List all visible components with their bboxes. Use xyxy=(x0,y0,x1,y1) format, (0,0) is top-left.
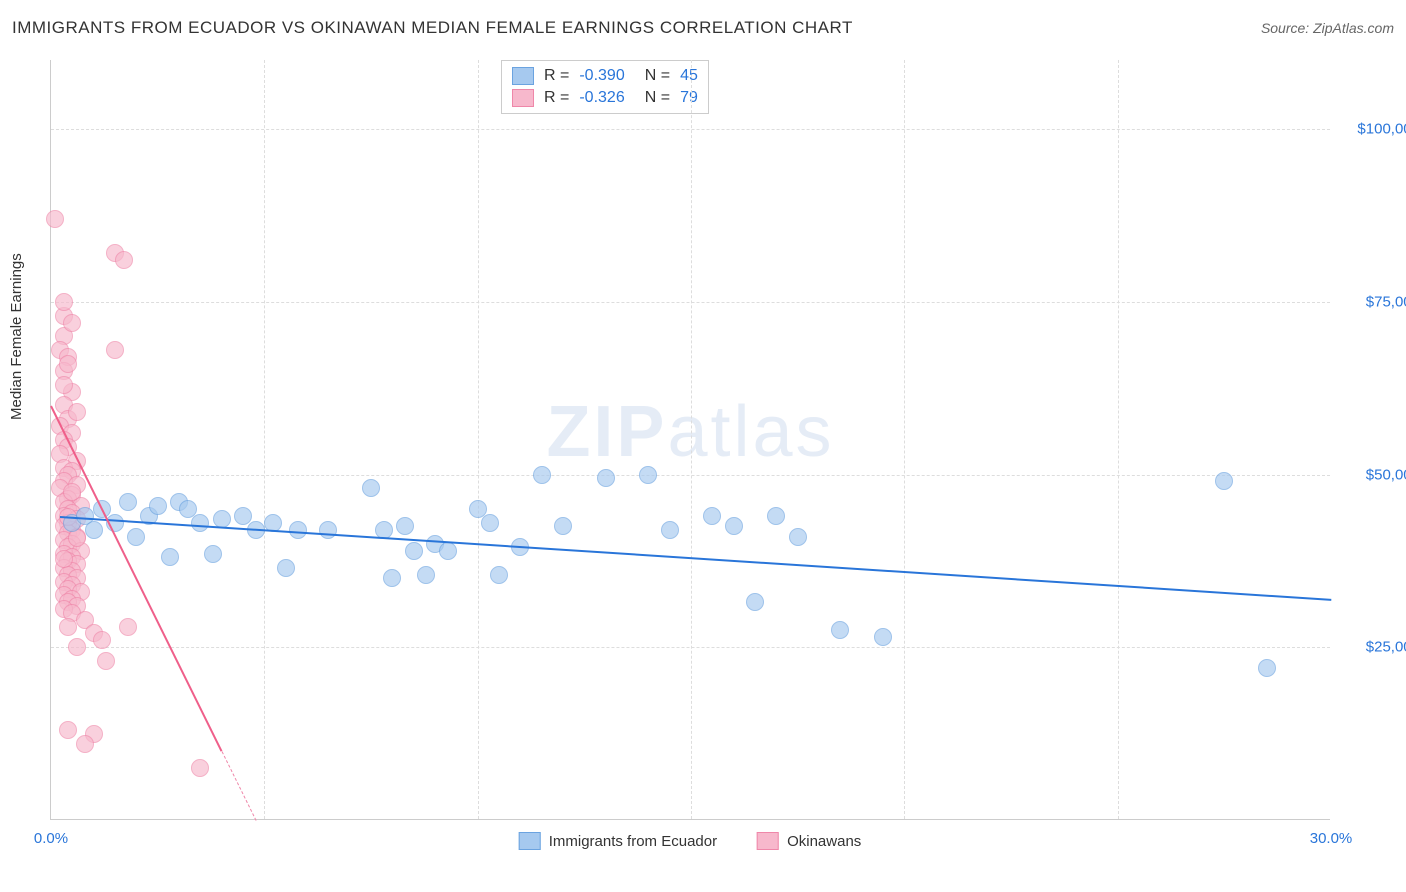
plot-surface: ZIPatlas R = -0.390 N = 45 R = -0.326 N … xyxy=(50,60,1330,820)
y-tick-label: $100,000 xyxy=(1340,121,1406,138)
scatter-point-ecuador xyxy=(789,528,807,546)
scatter-point-ecuador xyxy=(661,521,679,539)
swatch-ecuador xyxy=(512,67,534,85)
chart-plot-area: ZIPatlas R = -0.390 N = 45 R = -0.326 N … xyxy=(50,60,1330,820)
chart-header: IMMIGRANTS FROM ECUADOR VS OKINAWAN MEDI… xyxy=(12,18,1394,38)
x-axis-start-label: 0.0% xyxy=(34,830,68,847)
scatter-point-ecuador xyxy=(874,628,892,646)
stats-row-okinawan: R = -0.326 N = 79 xyxy=(512,87,698,109)
stat-r-okinawan: -0.326 xyxy=(579,89,624,107)
bottom-legend: Immigrants from Ecuador Okinawans xyxy=(519,832,862,850)
scatter-point-ecuador xyxy=(405,542,423,560)
stat-r-ecuador: -0.390 xyxy=(579,67,624,85)
scatter-point-ecuador xyxy=(725,517,743,535)
y-tick-label: $75,000 xyxy=(1340,293,1406,310)
scatter-point-okinawan xyxy=(63,483,81,501)
gridline-vertical xyxy=(478,60,479,819)
scatter-point-okinawan xyxy=(46,210,64,228)
stat-r-label: R = xyxy=(544,89,569,107)
scatter-point-ecuador xyxy=(85,521,103,539)
swatch-ecuador xyxy=(519,832,541,850)
scatter-point-okinawan xyxy=(59,355,77,373)
scatter-point-ecuador xyxy=(703,507,721,525)
scatter-point-okinawan xyxy=(97,652,115,670)
source-prefix: Source: xyxy=(1261,20,1313,36)
stat-n-okinawan: 79 xyxy=(680,89,698,107)
legend-item-ecuador: Immigrants from Ecuador xyxy=(519,832,717,850)
scatter-point-ecuador xyxy=(119,493,137,511)
scatter-point-ecuador xyxy=(383,569,401,587)
scatter-point-okinawan xyxy=(106,341,124,359)
scatter-point-ecuador xyxy=(289,521,307,539)
source-name: ZipAtlas.com xyxy=(1313,20,1394,36)
scatter-point-ecuador xyxy=(533,466,551,484)
scatter-point-ecuador xyxy=(554,517,572,535)
scatter-point-okinawan xyxy=(68,638,86,656)
swatch-okinawan xyxy=(512,89,534,107)
scatter-point-ecuador xyxy=(639,466,657,484)
scatter-point-okinawan xyxy=(119,618,137,636)
scatter-point-ecuador xyxy=(1215,472,1233,490)
scatter-point-ecuador xyxy=(831,621,849,639)
scatter-point-okinawan xyxy=(55,550,73,568)
stat-r-label: R = xyxy=(544,67,569,85)
scatter-point-ecuador xyxy=(490,566,508,584)
gridline-vertical xyxy=(1118,60,1119,819)
scatter-point-ecuador xyxy=(481,514,499,532)
scatter-point-ecuador xyxy=(417,566,435,584)
scatter-point-ecuador xyxy=(362,479,380,497)
legend-label-okinawan: Okinawans xyxy=(787,833,861,850)
stat-n-label: N = xyxy=(645,67,670,85)
scatter-point-ecuador xyxy=(319,521,337,539)
scatter-point-ecuador xyxy=(277,559,295,577)
watermark-atlas: atlas xyxy=(667,391,834,471)
gridline-vertical xyxy=(904,60,905,819)
swatch-okinawan xyxy=(757,832,779,850)
stat-n-label: N = xyxy=(645,89,670,107)
chart-title: IMMIGRANTS FROM ECUADOR VS OKINAWAN MEDI… xyxy=(12,18,853,38)
stats-row-ecuador: R = -0.390 N = 45 xyxy=(512,65,698,87)
scatter-point-ecuador xyxy=(191,514,209,532)
scatter-point-ecuador xyxy=(396,517,414,535)
trend-line-okinawan-dash xyxy=(221,751,256,821)
stats-legend-box: R = -0.390 N = 45 R = -0.326 N = 79 xyxy=(501,60,709,114)
scatter-point-ecuador xyxy=(204,545,222,563)
y-tick-label: $50,000 xyxy=(1340,466,1406,483)
scatter-point-ecuador xyxy=(127,528,145,546)
scatter-point-okinawan xyxy=(55,376,73,394)
scatter-point-ecuador xyxy=(149,497,167,515)
scatter-point-ecuador xyxy=(746,593,764,611)
scatter-point-okinawan xyxy=(76,735,94,753)
scatter-point-ecuador xyxy=(1258,659,1276,677)
trend-line-ecuador xyxy=(59,516,1331,601)
watermark-zip: ZIP xyxy=(546,391,667,471)
source-attribution: Source: ZipAtlas.com xyxy=(1261,20,1394,36)
gridline-vertical xyxy=(264,60,265,819)
scatter-point-okinawan xyxy=(59,721,77,739)
scatter-point-okinawan xyxy=(55,293,73,311)
scatter-point-okinawan xyxy=(68,403,86,421)
scatter-point-okinawan xyxy=(59,618,77,636)
scatter-point-okinawan xyxy=(93,631,111,649)
gridline-vertical xyxy=(691,60,692,819)
x-axis-end-label: 30.0% xyxy=(1310,830,1353,847)
scatter-point-okinawan xyxy=(115,251,133,269)
y-tick-label: $25,000 xyxy=(1340,639,1406,656)
scatter-point-ecuador xyxy=(161,548,179,566)
legend-label-ecuador: Immigrants from Ecuador xyxy=(549,833,717,850)
scatter-point-ecuador xyxy=(767,507,785,525)
scatter-point-ecuador xyxy=(597,469,615,487)
scatter-point-okinawan xyxy=(191,759,209,777)
scatter-point-ecuador xyxy=(439,542,457,560)
y-axis-label: Median Female Earnings xyxy=(8,253,25,420)
stat-n-ecuador: 45 xyxy=(680,67,698,85)
legend-item-okinawan: Okinawans xyxy=(757,832,861,850)
scatter-point-okinawan xyxy=(63,314,81,332)
